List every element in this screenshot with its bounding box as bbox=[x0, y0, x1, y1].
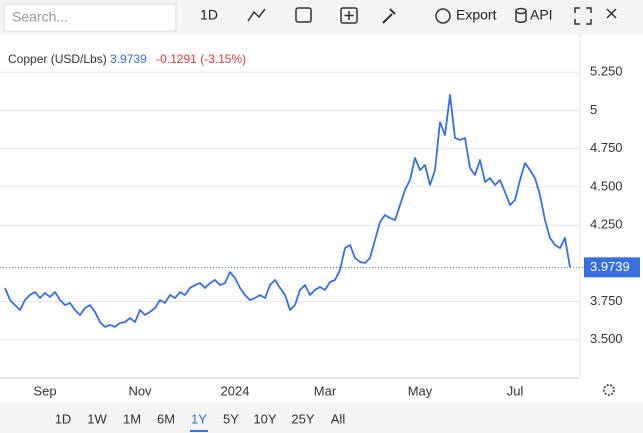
range-button[interactable]: 1W bbox=[87, 411, 107, 426]
last-price-box bbox=[584, 257, 640, 278]
y-tick-label: 4.250 bbox=[590, 217, 623, 232]
x-tick-label: Sep bbox=[33, 383, 56, 398]
y-tick-label: 5 bbox=[590, 102, 597, 117]
last-price-label: 3.9739 bbox=[590, 259, 630, 274]
add-icon-plus bbox=[344, 11, 354, 20]
range-button[interactable]: 6M bbox=[157, 411, 175, 426]
export-icon[interactable] bbox=[435, 8, 451, 24]
range-button[interactable]: 25Y bbox=[291, 411, 314, 426]
export-button[interactable]: Export bbox=[456, 7, 497, 23]
range-button[interactable]: 10Y bbox=[253, 411, 276, 426]
interval-button[interactable]: 1D bbox=[200, 7, 218, 23]
y-tick-label: 3.750 bbox=[590, 293, 623, 308]
range-button[interactable]: 1D bbox=[55, 411, 72, 426]
plot-area: 3.500 3.750 4.250 4.500 4.750 5 5.250 Sep Nov 202… bbox=[0, 34, 640, 398]
api-button[interactable]: API bbox=[530, 7, 553, 23]
range-bar bbox=[0, 403, 643, 433]
x-tick-label: Nov bbox=[128, 383, 152, 398]
price-change: -0.1291 (-3.15%) bbox=[156, 52, 246, 66]
fullscreen-icon[interactable] bbox=[574, 7, 592, 25]
x-tick-label: Jul bbox=[507, 383, 524, 398]
search-box[interactable] bbox=[3, 3, 177, 32]
chart-title: Copper (USD/Lbs) bbox=[8, 52, 107, 66]
range-button[interactable]: 1M bbox=[123, 411, 141, 426]
y-tick-label: 4.750 bbox=[590, 140, 623, 155]
settings-icon[interactable] bbox=[603, 384, 615, 396]
range-button[interactable]: 1Y bbox=[191, 411, 207, 426]
range-button[interactable]: All bbox=[331, 411, 346, 426]
last-price: 3.9739 bbox=[110, 52, 147, 66]
chart-type-icon[interactable] bbox=[247, 8, 266, 22]
add-icon[interactable] bbox=[340, 7, 358, 24]
x-tick-label: May bbox=[408, 383, 433, 398]
range-buttons: 1D 1W 1M 6M 1Y 5Y 10Y 25Y All bbox=[55, 411, 346, 432]
close-icon[interactable] bbox=[606, 8, 617, 19]
tools-icon[interactable] bbox=[382, 8, 396, 24]
api-icon-body bbox=[515, 11, 527, 23]
y-tick-label: 5.250 bbox=[590, 64, 623, 79]
y-tick-label: 3.500 bbox=[590, 331, 623, 346]
x-tick-label: 2024 bbox=[221, 383, 250, 398]
y-tick-label: 4.500 bbox=[590, 178, 623, 193]
search-placeholder: Search... bbox=[12, 9, 68, 25]
calendar-icon[interactable] bbox=[295, 7, 312, 23]
price-line bbox=[4, 94, 571, 328]
x-tick-label: Mar bbox=[314, 383, 337, 398]
chart-header: Copper (USD/Lbs) 3.9739 -0.1291 (-3.15%) bbox=[8, 52, 246, 66]
range-button[interactable]: 5Y bbox=[223, 411, 239, 426]
